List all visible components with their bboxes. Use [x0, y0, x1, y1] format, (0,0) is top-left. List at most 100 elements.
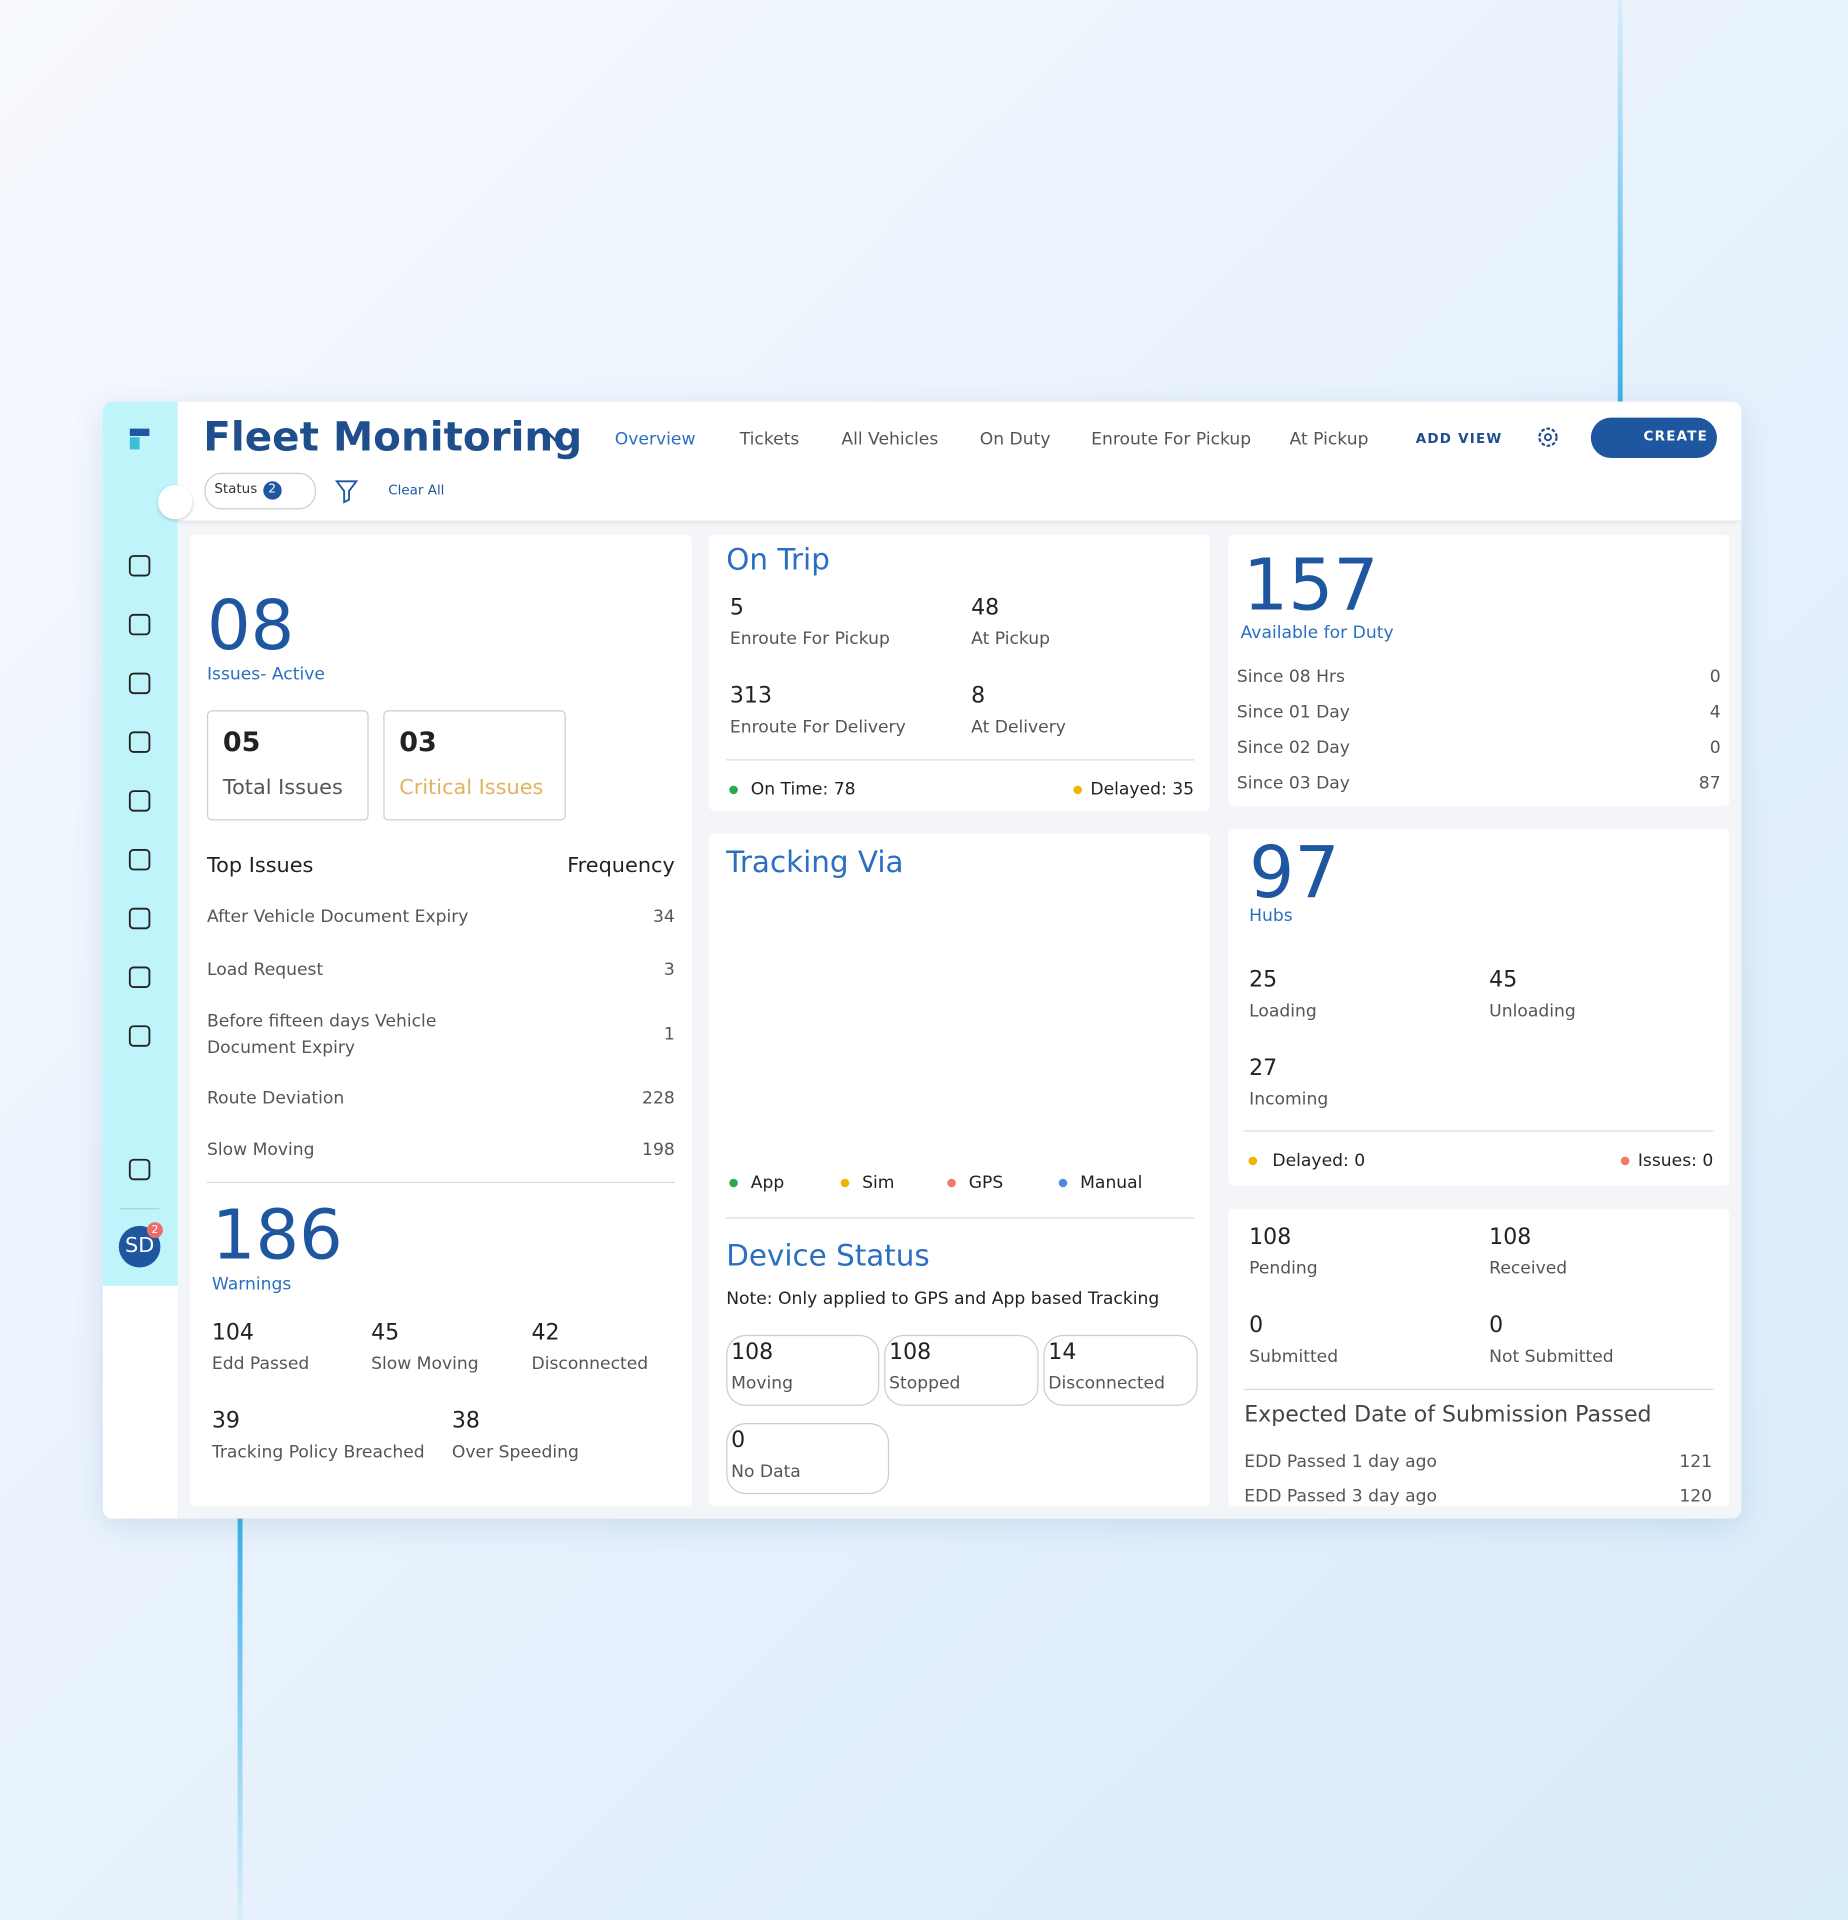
- issue-frequency: 34: [652, 907, 675, 928]
- stat-value: 5: [729, 594, 744, 621]
- stat-value: 108: [889, 1339, 932, 1366]
- legend-label: Manual: [1080, 1173, 1143, 1193]
- stat-label: Not Submitted: [1489, 1347, 1614, 1367]
- divider: [206, 1181, 675, 1184]
- section-title: On Trip: [726, 542, 830, 578]
- stat-label: Stopped: [889, 1373, 961, 1394]
- stat-value: 108: [1489, 1224, 1532, 1250]
- stat-value: 0: [731, 1427, 746, 1454]
- legend-dot: [1248, 1156, 1258, 1166]
- stat-value: 39: [211, 1407, 240, 1434]
- settings-icon: [1538, 427, 1558, 447]
- issue-frequency: 1: [663, 1024, 675, 1045]
- stat-value: 38: [451, 1407, 480, 1434]
- issue-name: Load Request: [206, 960, 324, 980]
- warnings-label: Warnings: [211, 1274, 292, 1295]
- notification-badge: [146, 1222, 163, 1239]
- stat-label: At Delivery: [971, 717, 1066, 738]
- legend-label: Sim: [862, 1173, 895, 1193]
- stat-label: Over Speeding: [451, 1442, 579, 1463]
- expand-button[interactable]: [157, 484, 193, 520]
- tab[interactable]: Enroute For Pickup: [1091, 429, 1252, 450]
- stat-value: 45: [371, 1319, 400, 1346]
- stat-label: Edd Passed: [211, 1354, 310, 1374]
- divider: [1244, 1130, 1714, 1132]
- nav-icon: [128, 613, 151, 636]
- notification-count: 2: [151, 1223, 159, 1237]
- stat-label: Enroute For Pickup: [729, 629, 890, 650]
- row-label: EDD Passed 1 day ago: [1244, 1452, 1437, 1472]
- avatar-initials: SD: [124, 1233, 155, 1258]
- status-label[interactable]: Status: [214, 480, 258, 497]
- nav-icon: [128, 907, 151, 930]
- nav-icon: [128, 555, 151, 577]
- issue-name: Slow Moving: [206, 1140, 315, 1160]
- sidebar-lower: [102, 1285, 178, 1519]
- legend-dot: [947, 1178, 956, 1188]
- row-label: EDD Passed 3 day ago: [1244, 1486, 1437, 1507]
- available-count: 157: [1243, 543, 1379, 627]
- delayed: Delayed: 35: [1090, 780, 1195, 800]
- tab[interactable]: All Vehicles: [841, 429, 939, 450]
- stat-value: 108: [731, 1339, 774, 1366]
- legend-dot: [1620, 1156, 1630, 1166]
- create-label[interactable]: CREATE: [1643, 428, 1709, 445]
- row-value: 0: [1709, 667, 1721, 687]
- stat-value: 27: [1249, 1055, 1278, 1081]
- row-label: Since 02 Day: [1236, 738, 1350, 759]
- tab[interactable]: Tickets: [739, 429, 800, 450]
- panel: [1228, 535, 1730, 806]
- add-view-button[interactable]: ADD VIEW: [1415, 430, 1503, 447]
- page-title: Fleet Monitoring: [203, 412, 583, 461]
- stat-label: Enroute For Delivery: [729, 717, 906, 738]
- legend-dot: [729, 785, 738, 795]
- tab[interactable]: At Pickup: [1289, 429, 1369, 450]
- clear-all[interactable]: Clear All: [388, 482, 445, 499]
- stat-value: 25: [1249, 967, 1278, 993]
- legend-dot: [1073, 785, 1082, 795]
- chevron: [547, 432, 565, 443]
- stat-label: Received: [1489, 1258, 1568, 1279]
- issue-name: After Vehicle Document Expiry: [206, 907, 469, 928]
- available-label: Available for Duty: [1240, 623, 1394, 643]
- legend-dot: [729, 1178, 738, 1188]
- issues-label: Issues- Active: [206, 664, 325, 685]
- stat-value: 104: [211, 1319, 254, 1346]
- panel: [1228, 1208, 1730, 1507]
- header-bar: [102, 401, 1742, 521]
- stat-label: Pending: [1249, 1258, 1318, 1279]
- issue-frequency: 198: [642, 1140, 675, 1160]
- device-pill: [1043, 1334, 1198, 1406]
- stat-label: At Pickup: [971, 629, 1051, 650]
- stat-label: No Data: [731, 1462, 801, 1482]
- sidebar: [102, 401, 178, 1286]
- tab[interactable]: Overview: [614, 429, 696, 450]
- create-button[interactable]: [1590, 417, 1717, 459]
- nav-icon: [128, 1025, 151, 1047]
- issue-box: [383, 710, 566, 821]
- stat-label: Incoming: [1249, 1089, 1329, 1110]
- status-filter[interactable]: [204, 472, 316, 510]
- issue-frequency: 3: [663, 960, 675, 980]
- stat-value: 48: [971, 594, 1000, 621]
- hubs-count: 97: [1249, 831, 1340, 915]
- stat-label: Disconnected: [1048, 1373, 1165, 1394]
- column-header: Top Issues: [206, 853, 314, 879]
- row-value: 121: [1679, 1452, 1713, 1472]
- accent-line: [237, 1516, 243, 1920]
- legend-dot: [1058, 1178, 1068, 1188]
- stat-value: 0: [1249, 1312, 1264, 1339]
- issue-box-value: 03: [399, 727, 437, 759]
- nav-icon: [128, 731, 151, 753]
- tab[interactable]: On Duty: [979, 429, 1051, 450]
- stat-label: Slow Moving: [371, 1354, 479, 1374]
- issue-box-label: Total Issues: [222, 775, 343, 800]
- row-value: 87: [1698, 773, 1721, 794]
- issue-name: Before fifteen days Vehicle Document Exp…: [206, 1011, 437, 1059]
- stat-value: 45: [1489, 967, 1518, 993]
- nav-icon: [128, 966, 151, 988]
- divider: [726, 1217, 1195, 1219]
- stat-label: Loading: [1249, 1001, 1317, 1022]
